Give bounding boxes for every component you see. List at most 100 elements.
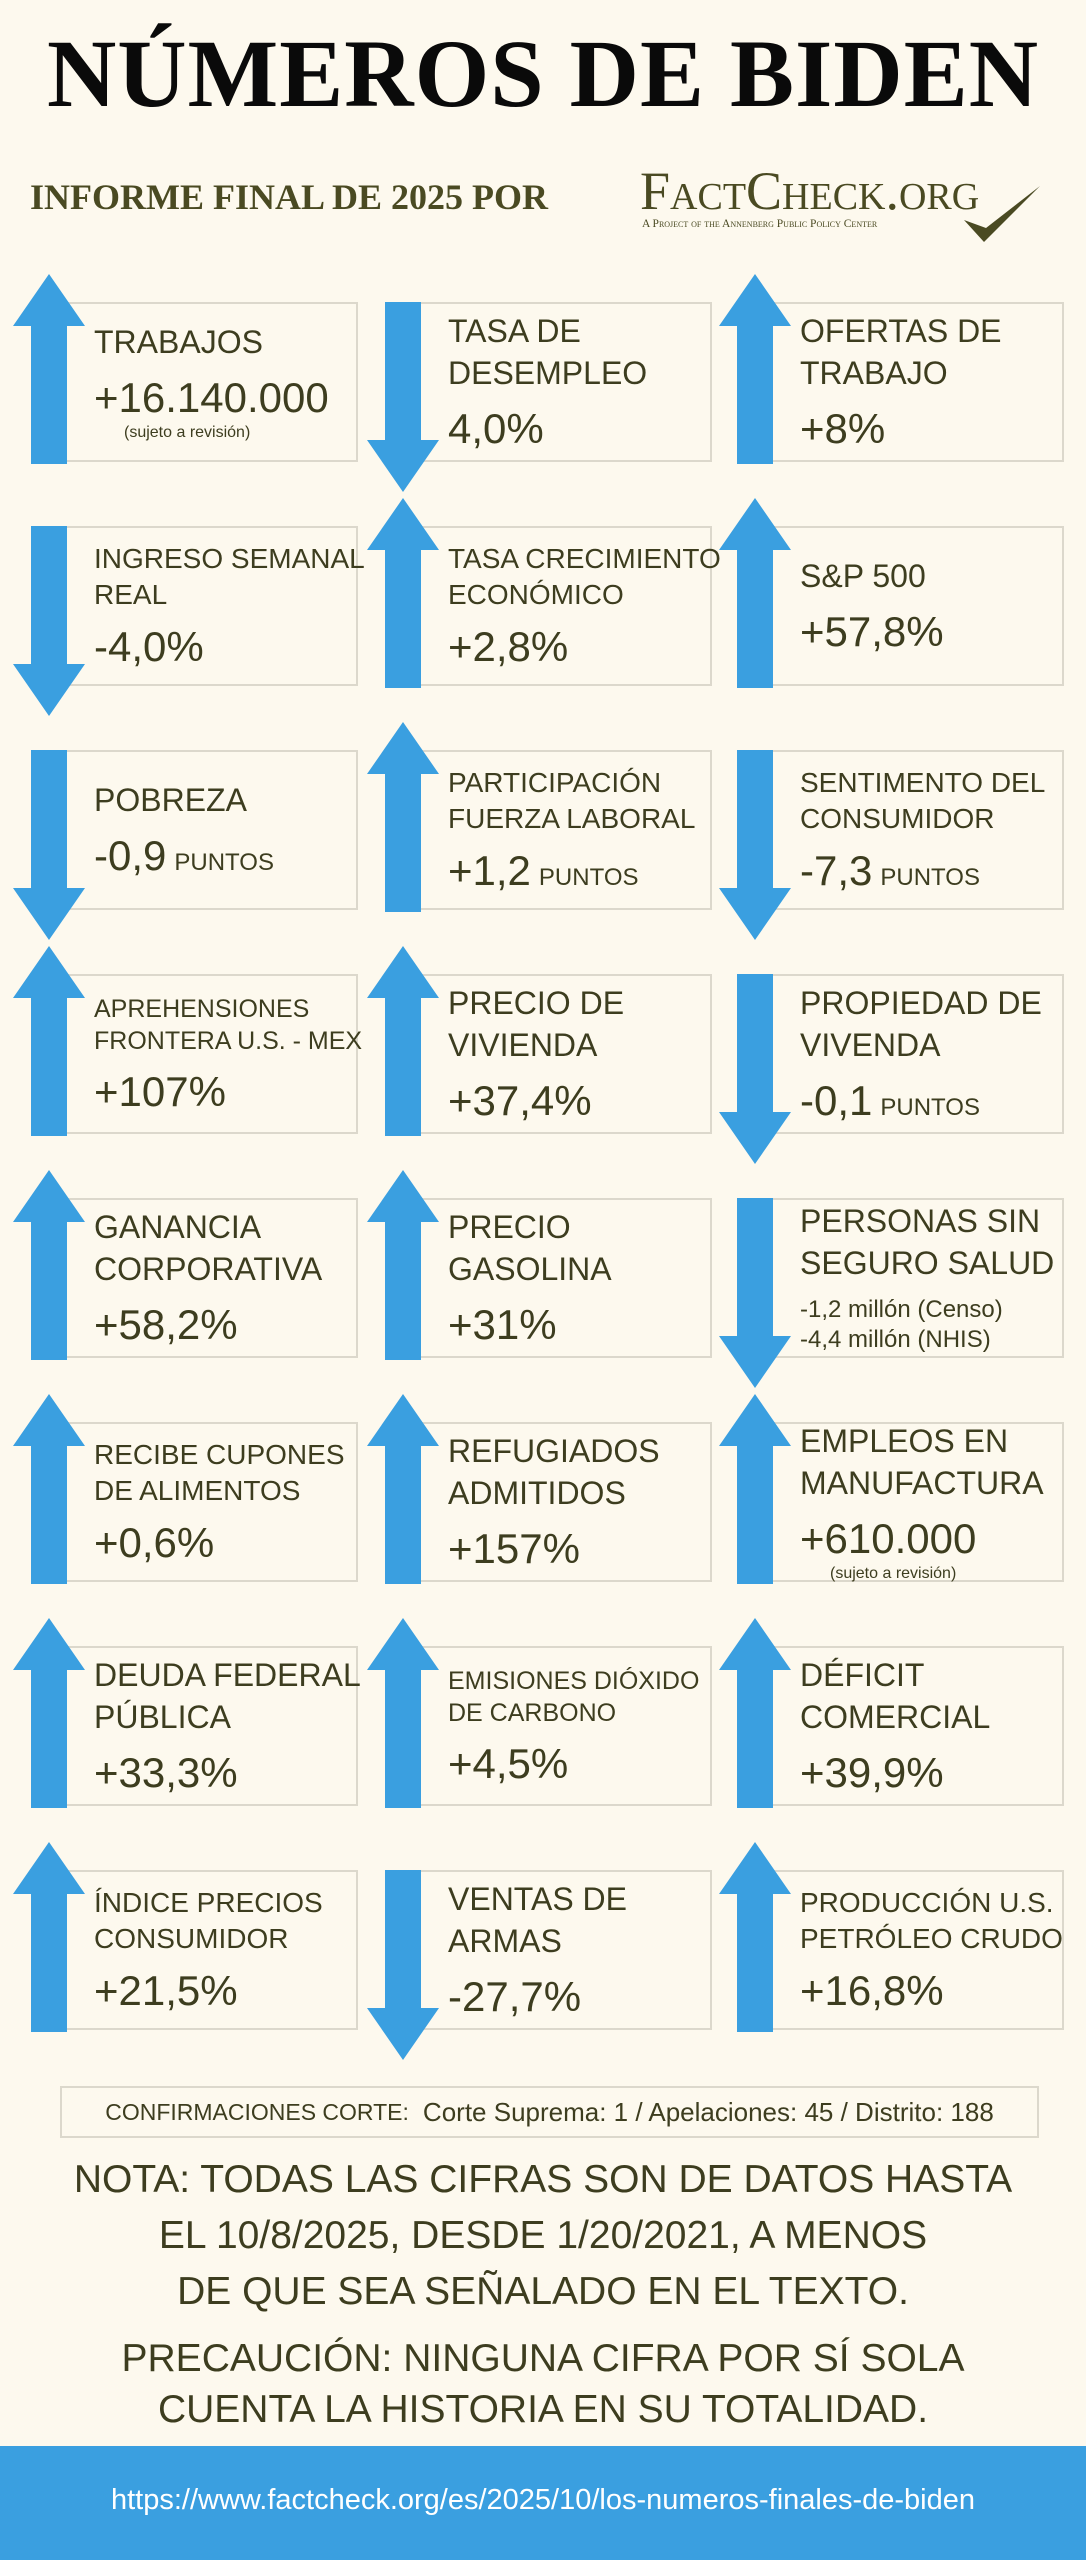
card: ÍNDICE PRECIOS CONSUMIDOR +21,5% <box>62 1870 358 2030</box>
card-label-line: FRONTERA U.S. - MEX <box>94 1027 363 1055</box>
card-label: POBREZA <box>94 780 352 822</box>
subtitle: INFORME FINAL DE 2025 POR <box>30 177 549 217</box>
card-label: PRECIO DE VIVIENDA <box>448 983 706 1066</box>
card-details: -1,2 millón (Censo) -4,4 millón (NHIS) <box>800 1295 1058 1355</box>
card-label-line: OFERTAS DE <box>800 313 1002 350</box>
card-detail: -1,2 millón (Censo) <box>800 1295 1003 1323</box>
arrow-up <box>13 274 85 464</box>
card-value-row: +4,5% <box>448 1740 706 1788</box>
card-value-row: +58,2% <box>94 1301 352 1349</box>
arrow-down <box>13 750 85 940</box>
card-value-row: +8% <box>800 405 1058 453</box>
card-value: +2,8% <box>448 623 569 671</box>
card: PERSONAS SIN SEGURO SALUD -1,2 millón (Cen… <box>768 1198 1064 1358</box>
card-label-line: ECONÓMICO <box>448 579 624 610</box>
arrow-up <box>719 1618 791 1808</box>
card-label-line: FUERZA LABORAL <box>448 803 696 834</box>
arrow-down <box>367 1870 439 2060</box>
card-value: +39,9% <box>800 1748 944 1796</box>
footer-bar <box>0 2446 1086 2560</box>
card-label: TRABAJOS <box>94 322 352 364</box>
card-label-line: VIVENDA <box>800 1027 941 1063</box>
card-label: GANANCIA CORPORATIVA <box>94 1207 352 1290</box>
card-label: PRODUCCIÓN U.S. PETRÓLEO CRUDO <box>800 1885 1063 1958</box>
card-value: -27,7% <box>448 1972 582 2020</box>
card-label-line: SEGURO SALUD <box>800 1245 1055 1281</box>
card: REFUGIADOS ADMITIDOS +157% <box>416 1422 712 1582</box>
card-unit: PUNTOS <box>880 1093 980 1121</box>
arrow-down <box>719 1198 791 1388</box>
logo: FactCheck.org <box>640 161 980 221</box>
card-label-line: SENTIMENTO DEL <box>800 766 1046 798</box>
card-label: DEUDA FEDERAL PÚBLICA <box>94 1655 361 1738</box>
arrow-down <box>719 750 791 940</box>
card: TASA CRECIMIENTO ECONÓMICO +2,8% <box>416 526 721 686</box>
card-label-line: REAL <box>94 579 168 610</box>
caution-line: CUENTA LA HISTORIA EN SU TOTALIDAD. <box>157 2388 929 2431</box>
arrow-up <box>13 1842 85 2032</box>
card-value: 4,0% <box>448 404 544 452</box>
card-unit: PUNTOS <box>174 848 274 876</box>
card-label-line: DESEMPLEO <box>448 355 648 391</box>
arrow-shape <box>13 1170 85 1360</box>
card: PARTICIPACIÓN FUERZA LABORAL +1,2 PUNTOS <box>416 750 712 910</box>
card-value-row: +1,2 PUNTOS <box>448 847 706 895</box>
card-label-line: TRABAJOS <box>94 324 263 361</box>
card-value: +4,5% <box>448 1739 569 1787</box>
card-label-line: INGRESO SEMANAL <box>94 542 365 574</box>
arrow-up <box>13 1170 85 1360</box>
card-value: +31% <box>448 1300 557 1348</box>
arrow-up <box>719 274 791 464</box>
arrow-up <box>13 1618 85 1808</box>
card-label-line: DEUDA FEDERAL <box>94 1657 361 1694</box>
card-label-line: APREHENSIONES <box>94 994 310 1023</box>
card-value-row: +16.140.000 <box>94 374 352 422</box>
card-value-row: -0,9 PUNTOS <box>94 832 352 880</box>
card-note: (sujeto a revisión) <box>830 1564 957 1582</box>
card-value: +57,8% <box>800 607 944 655</box>
card-value-row: +39,9% <box>800 1749 1058 1797</box>
card: S&P 500 +57,8% <box>768 526 1064 686</box>
card: OFERTAS DE TRABAJO +8% <box>768 302 1064 462</box>
card-value: -0,9 <box>94 831 167 879</box>
arrow-shape <box>13 1394 85 1584</box>
card-label: PROPIEDAD DE VIVENDA <box>800 983 1058 1066</box>
card-label: ÍNDICE PRECIOS CONSUMIDOR <box>94 1885 352 1958</box>
card-label: TASA DE DESEMPLEO <box>448 311 706 394</box>
card-label: PARTICIPACIÓN FUERZA LABORAL <box>448 765 706 838</box>
arrow-shape <box>719 1198 791 1388</box>
arrow-shape <box>13 274 85 464</box>
card-value: +0,6% <box>94 1519 215 1567</box>
card-value: +58,2% <box>94 1300 238 1348</box>
card-label: VENTAS DE ARMAS <box>448 1879 706 1962</box>
arrow-shape <box>13 1618 85 1808</box>
arrow-up <box>719 498 791 688</box>
card-label-line: CONSUMIDOR <box>94 1923 289 1954</box>
card-label: PERSONAS SIN SEGURO SALUD <box>800 1201 1058 1284</box>
arrow-shape <box>13 946 85 1136</box>
card-label: SENTIMENTO DEL CONSUMIDOR <box>800 765 1058 838</box>
card-label-line: CONSUMIDOR <box>800 803 995 834</box>
arrow-shape <box>367 722 439 912</box>
card-value: -0,1 <box>800 1076 873 1124</box>
arrow-shape <box>367 1170 439 1360</box>
card-value-row: +21,5% <box>94 1967 352 2015</box>
card-label: APREHENSIONES FRONTERA U.S. - MEX <box>94 993 363 1058</box>
card: DEUDA FEDERAL PÚBLICA +33,3% <box>62 1646 361 1806</box>
arrow-shape <box>367 946 439 1136</box>
card-value: +16.140.000 <box>94 373 329 421</box>
card-value-row: +107% <box>94 1068 352 1116</box>
card-unit: PUNTOS <box>538 864 639 892</box>
card-label: INGRESO SEMANAL REAL <box>94 541 365 614</box>
card-value-row: +16,8% <box>800 1967 1058 2015</box>
caution-line: PRECAUCIÓN: NINGUNA CIFRA POR SÍ SOLA <box>121 2337 965 2380</box>
card-value-row: 4,0% <box>448 405 706 453</box>
card-label: EMPLEOS EN MANUFACTURA <box>800 1421 1058 1504</box>
card: GANANCIA CORPORATIVA +58,2% <box>62 1198 358 1358</box>
arrow-up <box>367 722 439 912</box>
card: TRABAJOS +16.140.000 (sujeto a revisión) <box>62 302 358 462</box>
card-label-line: PRODUCCIÓN U.S. <box>800 1886 1054 1918</box>
card-label-line: POBREZA <box>94 782 247 819</box>
card: DÉFICIT COMERCIAL +39,9% <box>768 1646 1064 1806</box>
